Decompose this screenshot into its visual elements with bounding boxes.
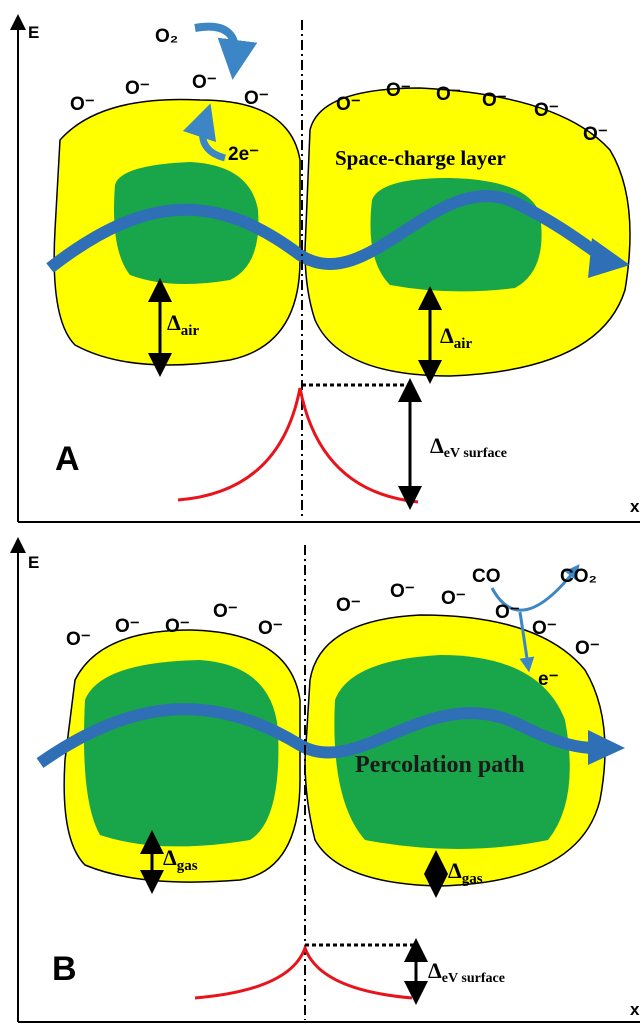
reaction-arrow bbox=[194, 22, 258, 80]
arrowhead bbox=[588, 238, 630, 278]
ion: O⁻ bbox=[165, 616, 190, 637]
ion: O⁻ bbox=[436, 84, 461, 105]
reaction-arrow bbox=[518, 611, 535, 673]
layer-label: Space-charge layer bbox=[335, 146, 506, 170]
ion: O⁻ bbox=[441, 588, 466, 609]
depletion-label: Δgas bbox=[163, 845, 198, 874]
arrowhead bbox=[588, 730, 625, 765]
axis-label: x bbox=[630, 497, 640, 516]
ion: O⁻ bbox=[70, 94, 95, 115]
reaction-arrow bbox=[182, 103, 227, 162]
ion: O⁻ bbox=[482, 90, 507, 111]
axis-label: E bbox=[28, 23, 39, 42]
ion: O⁻ bbox=[258, 618, 283, 639]
panel-b: E x Δgas Δgas Percolation path ΔeV surfa… bbox=[10, 537, 640, 1023]
ion: O⁻ bbox=[532, 618, 557, 639]
reactant: CO bbox=[472, 566, 501, 587]
product: CO₂ bbox=[560, 566, 597, 587]
ion: O⁻ bbox=[115, 616, 140, 637]
depletion-label: Δair bbox=[440, 323, 472, 352]
ion: O⁻ bbox=[244, 88, 269, 109]
barrier-label: ΔeV surface bbox=[430, 433, 507, 461]
barrier-curve bbox=[194, 943, 413, 1000]
path-label: Percolation path bbox=[355, 752, 525, 778]
depletion-label: Δair bbox=[167, 310, 199, 339]
panel-label: B bbox=[52, 950, 77, 988]
conduction-path bbox=[46, 190, 604, 273]
ion: O⁻ bbox=[534, 100, 559, 121]
ion: O⁻ bbox=[125, 78, 150, 99]
core bbox=[114, 162, 259, 284]
ion: O⁻ bbox=[390, 581, 415, 602]
axis-label: x bbox=[630, 1000, 640, 1019]
core bbox=[84, 660, 279, 847]
ion: O⁻ bbox=[192, 72, 217, 93]
depletion-label: Δgas bbox=[448, 858, 483, 887]
ion: O⁻ bbox=[495, 602, 520, 623]
ion: O⁻ bbox=[66, 629, 91, 650]
conduction-path bbox=[36, 703, 596, 768]
barrier-curve bbox=[177, 387, 419, 504]
reactant: O₂ bbox=[155, 26, 178, 47]
panel-label: A bbox=[55, 440, 80, 478]
barrier-label: ΔeV surface bbox=[428, 958, 505, 986]
electrons: 2e⁻ bbox=[228, 144, 259, 165]
ion: O⁻ bbox=[213, 601, 238, 622]
ion: O⁻ bbox=[386, 80, 411, 101]
ion: O⁻ bbox=[336, 595, 361, 616]
electrons: e⁻ bbox=[538, 669, 559, 690]
ion: O⁻ bbox=[575, 638, 600, 659]
reaction-arrow bbox=[490, 564, 580, 612]
panel-a: E x Δair Δair Space-charge layer ΔeV sur… bbox=[10, 14, 640, 523]
core bbox=[370, 178, 542, 292]
axis-label: E bbox=[28, 553, 39, 572]
ion: O⁻ bbox=[583, 124, 608, 145]
ion: O⁻ bbox=[336, 94, 361, 115]
core bbox=[334, 655, 570, 849]
